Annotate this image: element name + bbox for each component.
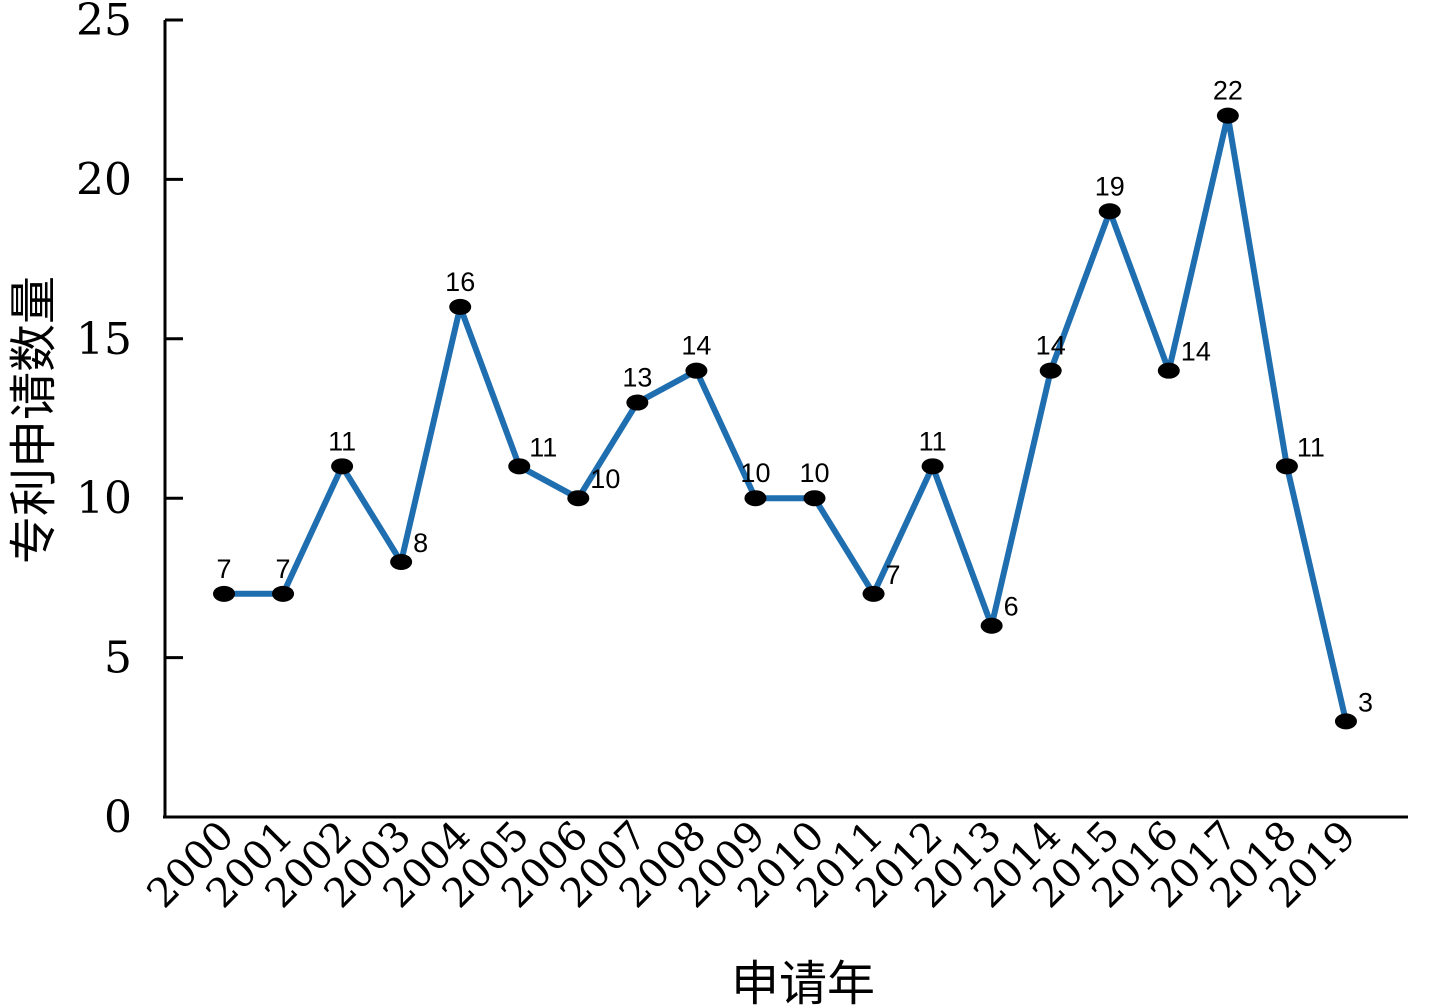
data-point-2005	[508, 458, 531, 475]
data-label: 14	[681, 331, 711, 361]
data-label: 10	[740, 458, 770, 488]
data-label: 16	[445, 267, 475, 297]
series-line	[221, 112, 1349, 725]
data-point-2015	[1098, 203, 1121, 220]
y-tick-label: 0	[104, 792, 132, 843]
data-labels: 7 7 11 8 16 11 10 13 14 10 10 7 11 6 14 19 14 22 11 3	[216, 76, 1372, 718]
data-label: 10	[590, 464, 620, 494]
data-point-2017	[1216, 107, 1239, 124]
data-point-2004	[449, 298, 472, 315]
series	[221, 112, 1349, 725]
data-point-2001	[272, 585, 295, 602]
data-point-2013	[980, 617, 1003, 634]
data-point-2003	[390, 553, 413, 570]
data-label: 8	[413, 528, 428, 558]
data-label: 7	[886, 560, 901, 590]
y-tick-label: 10	[76, 473, 132, 524]
data-label: 14	[1181, 337, 1211, 367]
data-label: 19	[1095, 171, 1125, 201]
y-ticks: 0 5 10 15 20 25	[76, 0, 183, 843]
data-label: 11	[919, 426, 947, 456]
data-point-2000	[213, 585, 235, 602]
data-label: 11	[529, 432, 557, 462]
data-label: 6	[1004, 592, 1019, 622]
data-point-2011	[862, 585, 885, 602]
data-point-2014	[1039, 362, 1062, 379]
data-label: 11	[328, 426, 356, 456]
data-point-2012	[921, 458, 944, 475]
data-point-2009	[744, 490, 767, 507]
y-tick-label: 15	[76, 314, 132, 365]
data-label: 10	[799, 458, 829, 488]
y-tick-label: 5	[104, 633, 132, 684]
data-label: 7	[216, 554, 231, 584]
data-label: 14	[1036, 331, 1066, 361]
y-axis-title: 专利申请数量	[6, 276, 62, 564]
x-ticks: 2000200120022003200420052006200720082009…	[139, 813, 1365, 918]
data-label: 7	[276, 554, 291, 584]
data-point-2006	[567, 490, 590, 507]
data-point-2008	[685, 362, 708, 379]
data-point-2016	[1157, 362, 1180, 379]
data-label: 13	[622, 363, 652, 393]
data-label: 3	[1358, 687, 1373, 717]
data-label: 11	[1297, 432, 1325, 462]
data-label: 22	[1213, 76, 1243, 106]
data-point-2018	[1275, 458, 1298, 475]
data-point-2002	[331, 458, 354, 475]
data-point-2019	[1334, 713, 1357, 730]
data-point-2007	[626, 394, 649, 411]
y-tick-label: 20	[76, 154, 132, 205]
x-axis-title: 申请年	[731, 956, 875, 1008]
y-tick-label: 25	[76, 0, 132, 46]
data-point-2010	[803, 490, 826, 507]
data-points	[213, 107, 1357, 730]
axes	[163, 20, 1408, 819]
